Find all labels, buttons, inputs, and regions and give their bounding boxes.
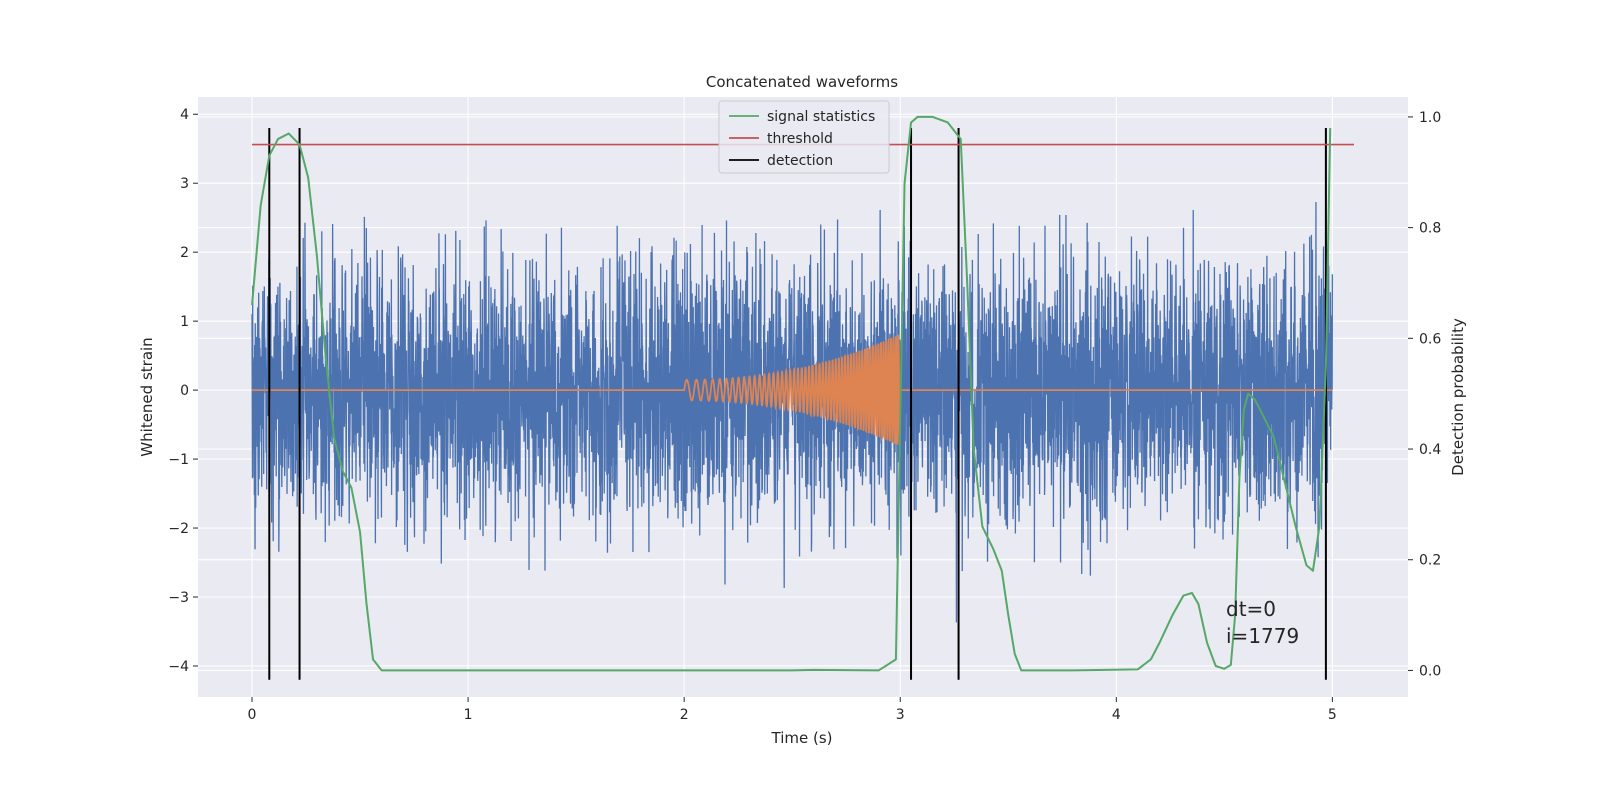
y-right-tick-label: 0.6 [1419, 331, 1441, 347]
injected-chirp-line [252, 334, 1333, 447]
y-tick-label: 1 [180, 314, 189, 330]
y-right-tick-label: 0.4 [1419, 442, 1441, 458]
y-tick-label: 4 [180, 107, 189, 123]
y-tick-label: −3 [168, 590, 189, 606]
axes: 0 1 2 3 4 5 −4 −3 −2 −1 0 1 2 3 4 0.0 0.2 0.4 0.6 0.8 1.0 [168, 107, 1441, 723]
strain-noise-line [251, 201, 1334, 623]
legend-label-detection: detection [767, 153, 833, 169]
x-tick-label: 4 [1112, 707, 1121, 723]
y-right-axis-title: Detection probability [1449, 318, 1467, 476]
y-tick-label: −2 [168, 521, 189, 537]
y-tick-label: −1 [168, 452, 189, 468]
chart-title: Concatenated waveforms [706, 73, 898, 91]
x-tick-label: 5 [1328, 707, 1337, 723]
legend-label-threshold: threshold [767, 131, 833, 147]
annotation-index: i=1779 [1226, 624, 1299, 648]
annotation-dt: dt=0 [1226, 597, 1276, 621]
x-tick-label: 2 [680, 707, 689, 723]
x-tick-label: 3 [896, 707, 905, 723]
legend: signal statistics threshold detection [718, 100, 890, 174]
data-layer [251, 115, 1354, 680]
y-right-tick-label: 1.0 [1419, 110, 1441, 126]
y-right-tick-label: 0.2 [1419, 553, 1441, 569]
grid-lines [198, 97, 1408, 697]
y-tick-label: 2 [180, 245, 189, 261]
y-right-tick-label: 0.8 [1419, 221, 1441, 237]
x-tick-label: 0 [248, 707, 257, 723]
y-axis-title: Whitened strain [138, 337, 156, 456]
y-right-tick-label: 0.0 [1419, 663, 1441, 679]
y-tick-label: 0 [180, 383, 189, 399]
x-tick-label: 1 [464, 707, 473, 723]
y-tick-label: −4 [168, 659, 189, 675]
y-tick-label: 3 [180, 176, 189, 192]
legend-label-signal-statistics: signal statistics [767, 109, 875, 125]
x-axis-title: Time (s) [771, 729, 833, 747]
legend-box [718, 100, 890, 174]
signal-statistics-line [251, 115, 1332, 672]
